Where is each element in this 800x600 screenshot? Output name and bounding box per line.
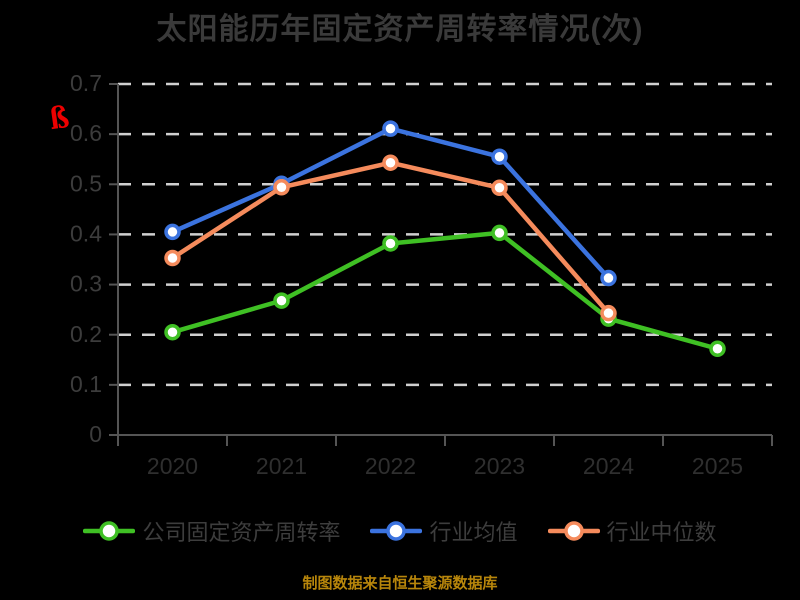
data-point	[273, 292, 290, 309]
data-point	[273, 179, 290, 196]
legend-label: 行业中位数	[606, 520, 717, 545]
gridlines	[118, 82, 772, 387]
data-point	[164, 323, 181, 341]
data-point	[491, 179, 508, 197]
y-axis	[109, 83, 119, 436]
legend-item[interactable]: 行业均值	[370, 515, 518, 547]
series-line	[170, 126, 611, 281]
data-series	[164, 120, 726, 358]
data-point	[382, 120, 399, 137]
x-tick-labels: 2020 2021 2022 2023 2024 2025	[147, 453, 743, 479]
legend-item[interactable]: 行业中位数	[547, 515, 717, 547]
x-tick-label: 2025	[692, 453, 743, 479]
data-point	[491, 148, 508, 165]
x-tick-label: 2020	[147, 453, 198, 479]
data-point	[164, 223, 181, 241]
data-point	[709, 340, 726, 358]
source-note: 制图数据来自恒生聚源数据库	[302, 575, 498, 592]
data-point	[600, 304, 617, 322]
legend-label: 公司固定资产周转率	[142, 520, 341, 545]
legend-label: 行业均值	[429, 520, 518, 545]
y-tick-label: 0.2	[70, 321, 102, 347]
data-point	[382, 235, 399, 252]
y-tick-label: 0	[89, 421, 102, 447]
legend-marker-icon	[83, 521, 136, 541]
y-tick-label: 0.4	[70, 221, 102, 247]
legend-item[interactable]: 公司固定资产周转率	[83, 515, 340, 547]
x-tick-label: 2023	[474, 453, 525, 479]
y-tick-labels: 0.7 0.6 0.5 0.4 0.3 0.2 0.1 0	[70, 70, 102, 447]
series-line	[170, 230, 720, 352]
chart-legend: 公司固定资产周转率 行业均值 行业中位数	[0, 515, 800, 547]
y-tick-label: 0.6	[70, 120, 102, 146]
data-point	[600, 269, 617, 287]
x-tick-label: 2024	[583, 453, 634, 479]
x-tick-label: 2022	[365, 453, 416, 479]
legend-marker-icon	[547, 521, 600, 541]
y-tick-label: 0.5	[70, 170, 102, 196]
y-tick-label: 0.1	[70, 371, 102, 397]
y-tick-label: 0.3	[70, 271, 102, 297]
chart-title: 太阳能历年固定资产周转率情况(次)	[156, 13, 644, 46]
y-tick-label: 0.7	[70, 70, 102, 96]
data-point	[491, 224, 508, 242]
data-point	[382, 154, 399, 171]
legend-marker-icon	[370, 521, 423, 541]
x-tick-label: 2021	[256, 453, 307, 479]
x-axis	[117, 434, 773, 446]
data-point	[164, 249, 181, 267]
